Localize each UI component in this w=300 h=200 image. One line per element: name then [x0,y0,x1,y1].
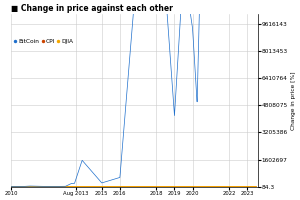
Text: ■ Change in price against each other: ■ Change in price against each other [11,4,173,13]
Y-axis label: Change in price [%]: Change in price [%] [291,71,296,130]
Legend: BitCoin, CPI, DJIA: BitCoin, CPI, DJIA [14,39,73,44]
